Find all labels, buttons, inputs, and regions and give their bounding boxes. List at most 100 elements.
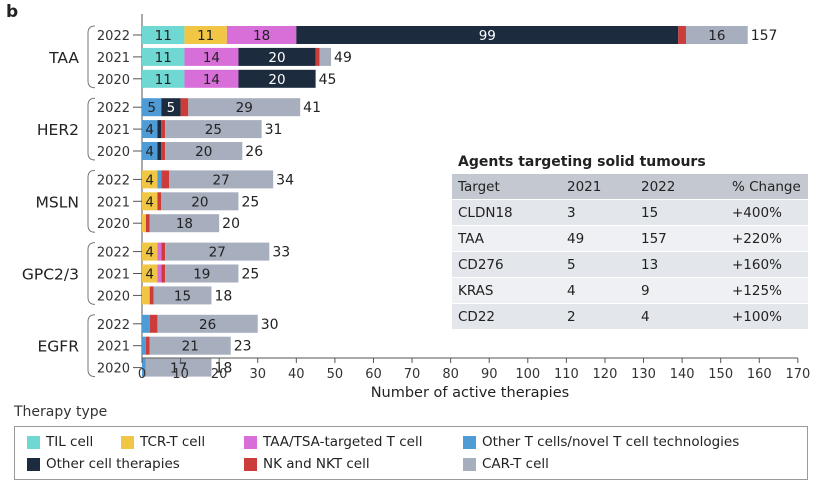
segment-data-label: 14 [203, 50, 220, 66]
legend-label: CAR-T cell [482, 456, 549, 472]
year-tick-label: 2020 [97, 217, 130, 232]
group-label: TAA [48, 49, 79, 67]
table-row: CD276 5 13 +160% [452, 251, 808, 278]
year-tick-label: 2021 [97, 268, 130, 283]
segment-data-label: 16 [708, 28, 725, 44]
year-tick-label: 2020 [97, 289, 130, 304]
group-label: EGFR [38, 338, 80, 356]
legend-swatch [121, 435, 134, 449]
legend-swatch [463, 435, 476, 449]
x-tick-label: 170 [785, 367, 810, 382]
segment-data-label: 27 [209, 245, 226, 261]
legend-label: Other cell therapies [46, 456, 180, 472]
year-tick-label: 2022 [97, 173, 130, 188]
group-bracket [87, 25, 96, 89]
legend-item-other-t: Other T cells/novel T cell technologies [463, 434, 739, 450]
legend-label: TIL cell [46, 434, 94, 450]
bar-total-label: 26 [245, 144, 263, 160]
segment-data-label: 19 [193, 267, 210, 283]
legend-swatch [27, 457, 40, 471]
table-cell: 4 [635, 303, 726, 330]
bar-segment [238, 47, 316, 66]
bar-segment [161, 242, 166, 261]
bar-segment [142, 286, 150, 305]
year-tick-label: 2021 [97, 51, 130, 66]
table-cell: TAA [452, 225, 561, 252]
x-tick-label: 90 [481, 367, 498, 382]
segment-data-label: 5 [167, 100, 176, 116]
segment-data-label: 21 [182, 339, 199, 355]
bar-segment [142, 120, 158, 139]
segment-data-label: 99 [479, 28, 496, 44]
year-tick-label: 2022 [97, 318, 130, 333]
segment-data-label: 4 [145, 172, 154, 188]
table-header-cell: 2022 [635, 174, 726, 200]
legend-item-til: TIL cell [27, 434, 93, 450]
table-title: Agents targeting solid tumours [458, 154, 706, 170]
group-bracket [87, 314, 96, 378]
panel-label: b [6, 2, 19, 22]
bar-segment [142, 242, 158, 261]
table-header-cell: 2021 [561, 174, 635, 200]
segment-data-label: 20 [195, 144, 212, 160]
bar-segment [165, 242, 270, 261]
bar-segment [157, 264, 162, 283]
bar-segment [165, 264, 239, 283]
table-row: CLDN18 3 15 +400% [452, 199, 808, 226]
segment-data-label: 11 [155, 72, 172, 88]
x-tick-label: 80 [442, 367, 459, 382]
x-tick-label: 20 [211, 367, 228, 382]
x-tick-label: 130 [631, 367, 656, 382]
x-axis-title: Number of active therapies [371, 385, 569, 400]
x-tick-label: 120 [593, 367, 618, 382]
legend-label: TAA/TSA-targeted T cell [263, 434, 423, 450]
bar-segment [145, 336, 150, 355]
bar-segment [169, 170, 274, 189]
x-tick-label: 50 [327, 367, 344, 382]
bar-segment [165, 120, 262, 139]
segment-data-label: 27 [212, 172, 229, 188]
x-tick-label: 70 [404, 367, 421, 382]
segment-data-label: 11 [155, 50, 172, 66]
bar-total-label: 41 [303, 100, 321, 116]
bar-total-label: 49 [334, 50, 352, 66]
segment-data-label: 15 [174, 288, 191, 304]
bar-segment [145, 358, 212, 377]
legend-label: NK and NKT cell [263, 456, 370, 472]
bar-segment [184, 47, 239, 66]
bar-segment [184, 69, 239, 88]
bar-segment [161, 264, 166, 283]
legend-item-cart: CAR-T cell [463, 456, 549, 472]
bar-segment [188, 98, 301, 117]
group-bracket [87, 242, 96, 305]
segment-data-label: 4 [145, 194, 154, 210]
bar-segment [161, 170, 170, 189]
segment-data-label: 4 [145, 122, 154, 138]
table-cell: 3 [561, 199, 635, 226]
segment-data-label: 29 [236, 100, 253, 116]
bar-total-label: 18 [214, 361, 232, 377]
segment-data-label: 4 [145, 144, 154, 160]
x-tick-label: 0 [138, 367, 146, 382]
bar-segment [149, 314, 158, 333]
table-cell: +160% [726, 251, 808, 278]
segment-data-label: 4 [145, 245, 154, 261]
bar-segment [149, 214, 220, 233]
table-cell: 15 [635, 199, 726, 226]
bar-total-label: 34 [276, 172, 294, 188]
group-label: GPC2/3 [22, 266, 79, 284]
legend-swatch [244, 435, 257, 449]
table-row: TAA 49 157 +220% [452, 225, 808, 252]
bar-total-label: 157 [751, 28, 778, 44]
bar-segment [142, 142, 158, 160]
segment-data-label: 26 [199, 317, 216, 333]
year-tick-label: 2020 [97, 362, 130, 377]
agents-table: Target 2021 2022 % Change CLDN18 3 15 +4… [452, 174, 808, 330]
segment-data-label: 4 [145, 267, 154, 283]
legend-item-taa-tsa: TAA/TSA-targeted T cell [244, 434, 422, 450]
year-tick-label: 2020 [97, 73, 130, 88]
table-cell: CD276 [452, 251, 561, 278]
legend-title: Therapy type [14, 404, 108, 420]
bar-segment [142, 358, 146, 377]
group-label: MSLN [36, 193, 79, 211]
